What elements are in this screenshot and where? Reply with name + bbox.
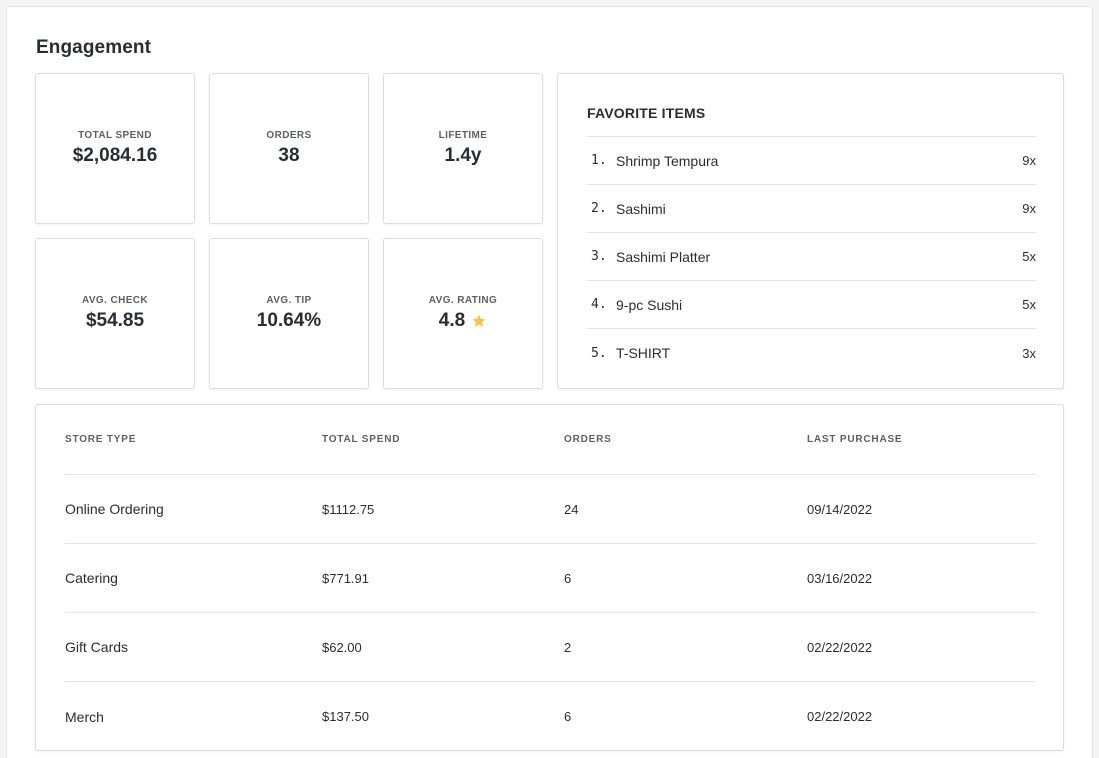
stat-label: AVG. CHECK	[81, 295, 149, 306]
item-rank: 2.	[591, 201, 607, 216]
column-header-orders: ORDERS	[564, 434, 612, 445]
cell-last-purchase: 09/14/2022	[807, 501, 873, 517]
column-header-store-type: STORE TYPE	[65, 434, 137, 445]
item-name: 9-pc Sushi	[616, 296, 683, 313]
cell-total-spend: $137.50	[322, 709, 369, 724]
stat-label: TOTAL SPEND	[78, 130, 152, 141]
item-count: 3x	[1022, 345, 1036, 361]
store-type-table: STORE TYPE TOTAL SPEND ORDERS LAST PURCH…	[65, 405, 1036, 751]
stat-value: 1.4y	[444, 145, 482, 166]
table-header: STORE TYPE TOTAL SPEND ORDERS LAST PURCH…	[65, 405, 1036, 475]
cell-total-spend: $1112.75	[322, 501, 375, 517]
cell-store-type: Catering	[65, 570, 118, 586]
cell-store-type: Online Ordering	[65, 501, 164, 517]
cell-total-spend: $62.00	[322, 639, 362, 655]
stat-value: 10.64%	[256, 310, 322, 331]
item-name: Sashimi	[616, 200, 666, 217]
stat-label: AVG. TIP	[266, 295, 312, 306]
stat-label: ORDERS	[266, 130, 312, 141]
list-item: 4. 9-pc Sushi 5x	[587, 281, 1036, 329]
item-count: 9x	[1022, 153, 1036, 168]
star-icon	[471, 313, 487, 329]
stat-value: 38	[278, 145, 300, 166]
item-rank: 3.	[591, 249, 607, 264]
cell-last-purchase: 02/22/2022	[807, 639, 873, 655]
table-row: Merch $137.50 6 02/22/2022	[65, 682, 1036, 751]
item-name: Sashimi Platter	[616, 248, 711, 265]
cell-total-spend: $771.91	[322, 570, 369, 586]
item-rank: 4.	[591, 297, 607, 312]
list-item: 2. Sashimi 9x	[587, 185, 1036, 233]
rating-value: 4.8	[438, 310, 466, 331]
cell-last-purchase: 02/22/2022	[807, 709, 873, 724]
list-item: 5. T-SHIRT 3x	[587, 329, 1036, 377]
list-item: 1. Shrimp Tempura 9x	[587, 137, 1036, 185]
stat-card-total-spend: TOTAL SPEND $2,084.16	[35, 73, 195, 224]
section-title: Engagement	[36, 37, 152, 58]
stat-value-rating: 4.8	[439, 310, 487, 332]
column-header-last-purchase: LAST PURCHASE	[807, 434, 903, 445]
favorite-items-title: FAVORITE ITEMS	[587, 105, 706, 121]
table-row: Online Ordering $1112.75 24 09/14/2022	[65, 475, 1036, 544]
list-item: 3. Sashimi Platter 5x	[587, 233, 1036, 281]
item-count: 5x	[1022, 297, 1036, 312]
item-rank: 5.	[591, 345, 607, 361]
item-rank: 1.	[591, 153, 607, 168]
stat-card-lifetime: LIFETIME 1.4y	[383, 73, 543, 224]
stat-value: $2,084.16	[72, 145, 158, 166]
store-type-table-card: STORE TYPE TOTAL SPEND ORDERS LAST PURCH…	[35, 404, 1064, 751]
cell-store-type: Merch	[65, 708, 104, 725]
column-header-total-spend: TOTAL SPEND	[322, 434, 401, 445]
stat-label: AVG. RATING	[428, 295, 498, 306]
stat-card-orders: ORDERS 38	[209, 73, 369, 224]
cell-orders: 2	[564, 639, 572, 655]
item-count: 5x	[1022, 249, 1036, 264]
stat-label: LIFETIME	[438, 130, 488, 141]
cell-last-purchase: 03/16/2022	[807, 570, 873, 586]
cell-orders: 24	[564, 501, 579, 517]
stat-value: $54.85	[85, 310, 145, 331]
item-name: Shrimp Tempura	[616, 152, 719, 169]
favorite-items-list: 1. Shrimp Tempura 9x 2. Sashimi 9x 3. Sa…	[587, 136, 1036, 377]
table-row: Gift Cards $62.00 2 02/22/2022	[65, 613, 1036, 682]
stat-card-avg-rating: AVG. RATING 4.8	[383, 238, 543, 389]
cell-store-type: Gift Cards	[65, 639, 129, 655]
item-name: T-SHIRT	[616, 345, 671, 361]
stat-card-avg-tip: AVG. TIP 10.64%	[209, 238, 369, 389]
item-count: 9x	[1022, 201, 1036, 216]
cell-orders: 6	[564, 570, 572, 586]
cell-orders: 6	[564, 709, 572, 724]
stat-card-avg-check: AVG. CHECK $54.85	[35, 238, 195, 389]
table-row: Catering $771.91 6 03/16/2022	[65, 544, 1036, 613]
favorite-items-card: FAVORITE ITEMS 1. Shrimp Tempura 9x 2. S…	[557, 73, 1064, 389]
